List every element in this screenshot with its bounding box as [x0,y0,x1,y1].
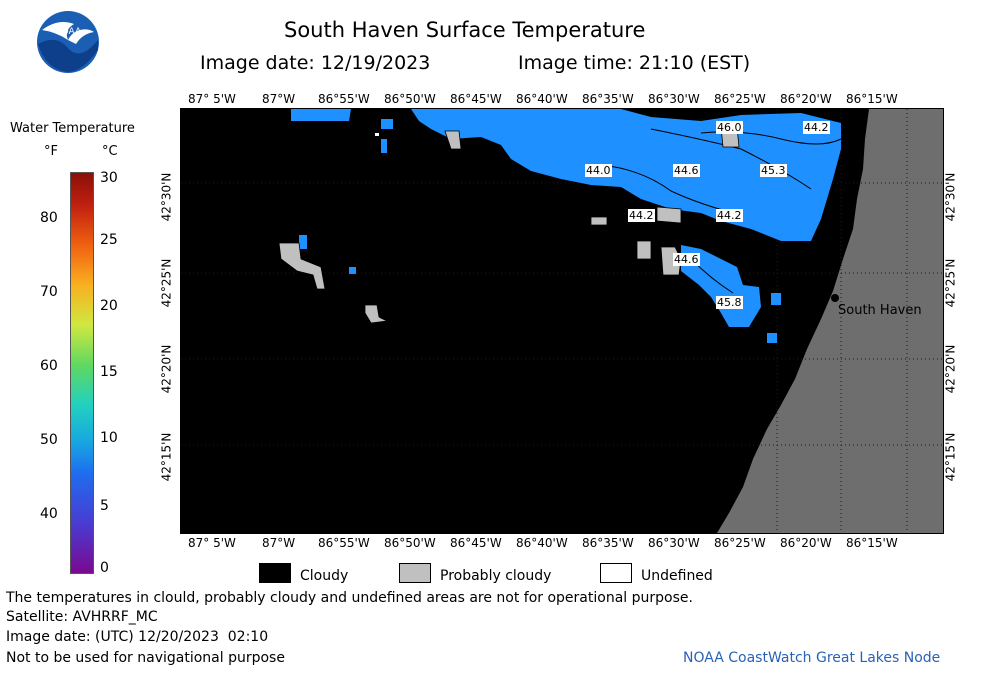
legend-swatch-cloudy [259,563,291,583]
celsius-tick: 30 [100,170,118,186]
temp-label: 44.2 [803,121,830,134]
longitude-label-top: 86°45'W [450,92,502,106]
latitude-label-left: 42°25'N [159,258,174,308]
longitude-label-bottom: 86°30'W [648,536,700,550]
fahrenheit-tick: 80 [40,210,58,226]
latitude-label-left: 42°15'N [159,432,174,482]
noaa-logo-text: NOAA [55,27,82,37]
longitude-label-top: 86°35'W [582,92,634,106]
unit-fahrenheit: °F [44,144,58,159]
longitude-label-top: 86°50'W [384,92,436,106]
longitude-label-bottom: 86°50'W [384,536,436,550]
longitude-label-top: 86°55'W [318,92,370,106]
undefined-area [375,133,379,136]
latitude-label-left: 42°30'N [159,172,174,222]
longitude-label-bottom: 86°40'W [516,536,568,550]
temp-label: 44.6 [673,164,700,177]
temp-label: 44.6 [673,253,700,266]
utc-date: Image date: (UTC) 12/20/2023 02:10 [6,629,269,645]
disclaimer: The temperatures in clould, probably clo… [6,590,693,606]
fahrenheit-tick: 60 [40,358,58,374]
longitude-label-bottom: 86°20'W [780,536,832,550]
longitude-label-top: 86°15'W [846,92,898,106]
satellite: Satellite: AVHRRF_MC [6,609,158,625]
longitude-label-top: 86°20'W [780,92,832,106]
legend-swatch-probably-cloudy [399,563,431,583]
longitude-label-bottom: 86°55'W [318,536,370,550]
temp-label: 44.0 [585,164,612,177]
latitude-label-right: 42°25'N [943,258,958,308]
longitude-label-bottom: 86°25'W [714,536,766,550]
longitude-label-top: 87° 5'W [188,92,236,106]
longitude-label-top: 87°W [262,92,296,106]
page-title: South Haven Surface Temperature [284,18,646,42]
fahrenheit-tick: 50 [40,432,58,448]
celsius-tick: 15 [100,364,118,380]
latitude-label-right: 42°30'N [943,172,958,222]
celsius-tick: 25 [100,232,118,248]
city-label: South Haven [838,303,922,318]
celsius-tick: 10 [100,430,118,446]
image-time: Image time: 21:10 (EST) [518,52,751,74]
celsius-tick: 0 [100,560,109,576]
longitude-label-top: 86°40'W [516,92,568,106]
colorbar-title: Water Temperature [10,121,135,136]
latitude-label-right: 42°15'N [943,432,958,482]
fahrenheit-tick: 40 [40,506,58,522]
image-date: Image date: 12/19/2023 [200,52,431,74]
fahrenheit-tick: 70 [40,284,58,300]
latitude-label-left: 42°20'N [159,344,174,394]
noaa-logo: NOAA [36,10,100,74]
unit-celsius: °C [102,144,118,159]
longitude-label-bottom: 86°15'W [846,536,898,550]
colorbar [70,172,94,574]
temp-label: 44.2 [628,209,655,222]
legend-label-cloudy: Cloudy [300,568,349,584]
city-marker [831,294,839,302]
temp-label: 45.3 [760,164,787,177]
longitude-label-bottom: 87°W [262,536,296,550]
longitude-label-bottom: 86°35'W [582,536,634,550]
celsius-tick: 20 [100,298,118,314]
grid-lines [181,109,943,533]
legend-label-undefined: Undefined [641,568,713,584]
legend-swatch-undefined [600,563,632,583]
longitude-label-top: 86°30'W [648,92,700,106]
map-panel [180,108,944,534]
temp-label: 45.8 [716,296,743,309]
celsius-tick: 5 [100,498,109,514]
longitude-label-bottom: 87° 5'W [188,536,236,550]
latitude-label-right: 42°20'N [943,344,958,394]
land-area [717,109,943,533]
temp-label: 46.0 [716,121,743,134]
credit: NOAA CoastWatch Great Lakes Node [683,650,941,666]
temp-label: 44.2 [716,209,743,222]
legend-label-probably-cloudy: Probably cloudy [440,568,552,584]
longitude-label-bottom: 86°45'W [450,536,502,550]
nav-warning: Not to be used for navigational purpose [6,650,285,666]
longitude-label-top: 86°25'W [714,92,766,106]
